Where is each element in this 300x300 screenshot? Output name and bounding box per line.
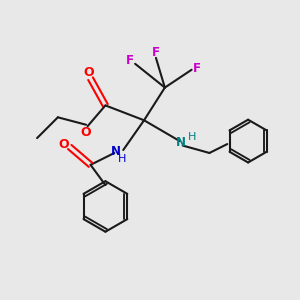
Text: O: O [81, 126, 92, 139]
Text: O: O [58, 138, 69, 151]
Text: F: F [152, 46, 160, 59]
Text: O: O [84, 66, 94, 79]
Text: N: N [111, 145, 121, 158]
Text: F: F [193, 62, 201, 75]
Text: H: H [188, 132, 196, 142]
Text: H: H [118, 154, 126, 164]
Text: N: N [176, 136, 186, 149]
Text: F: F [126, 54, 134, 67]
